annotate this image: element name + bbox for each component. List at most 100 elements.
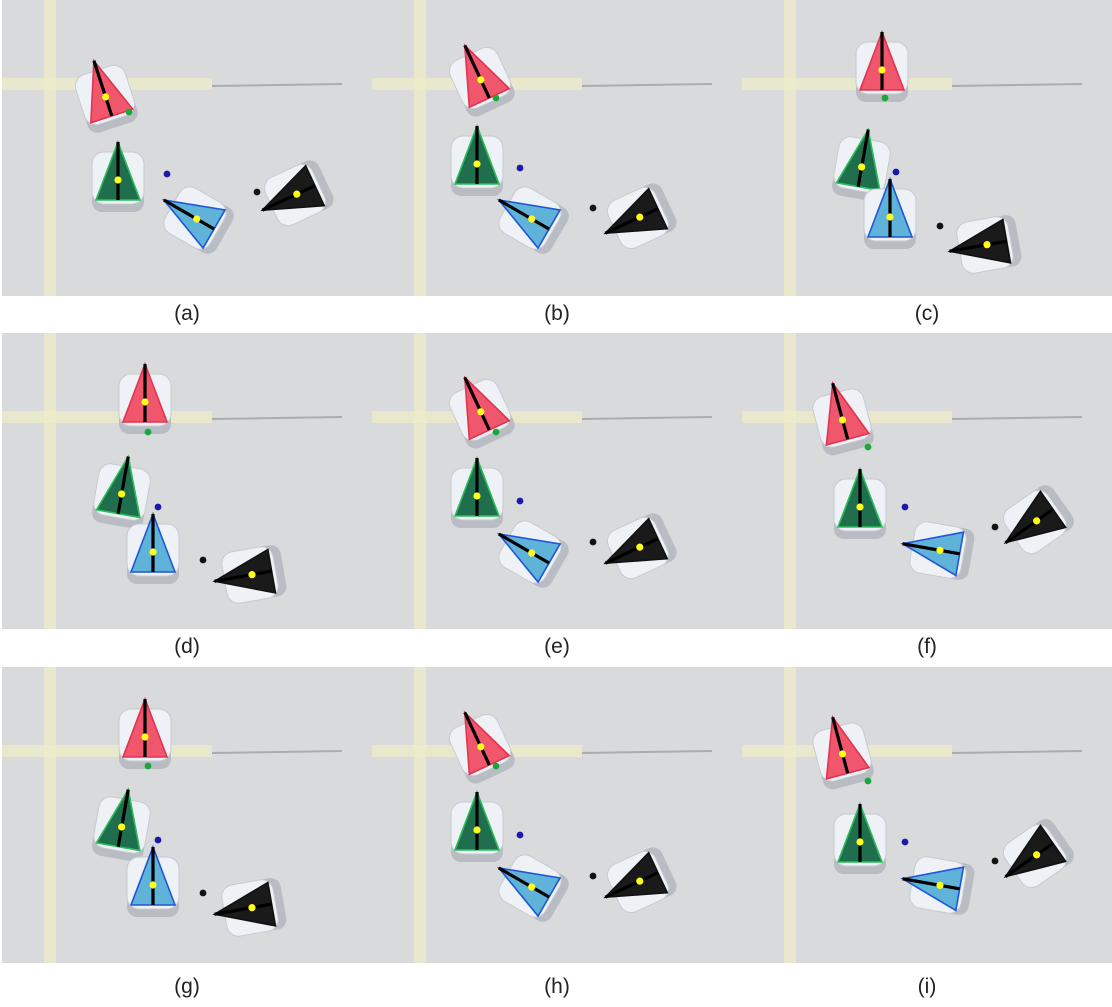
floor: [2, 0, 372, 296]
robot-red: [74, 58, 138, 133]
centroid-dot: [193, 215, 201, 223]
tape-vertical: [414, 333, 426, 629]
target-dot-black: [589, 872, 597, 880]
target-dot-black: [991, 857, 999, 865]
robot-green: [92, 787, 151, 862]
photo-panel: [742, 0, 1112, 296]
triangle-marker: [603, 851, 669, 899]
centroid-dot: [118, 823, 126, 831]
panel-photo: [2, 333, 372, 629]
centroid-dot: [856, 503, 864, 511]
target-dot-green: [492, 94, 500, 102]
floor-seam: [211, 750, 343, 754]
robot-black: [603, 847, 677, 914]
centroid-dot: [1033, 851, 1041, 859]
panel-caption: (b): [544, 302, 570, 325]
target-dot-blue: [154, 503, 162, 511]
centroid-dot: [473, 160, 481, 168]
centroid-dot: [293, 190, 301, 198]
photo-panel: [2, 0, 372, 296]
robot-blue: [900, 856, 975, 915]
heading-line: [92, 60, 114, 117]
centroid-dot: [878, 66, 886, 74]
centroid-dot: [477, 408, 485, 416]
heading-line: [163, 198, 215, 231]
tape-vertical: [44, 333, 56, 629]
heading-line: [604, 207, 659, 235]
target-dot-black: [589, 538, 597, 546]
centroid-dot: [636, 543, 644, 551]
centroid-dot: [838, 750, 847, 758]
robot-black: [1003, 485, 1074, 554]
heading-line: [498, 532, 550, 565]
target-dot-black: [936, 222, 944, 230]
heading-line: [498, 866, 550, 899]
centroid-dot: [102, 93, 110, 101]
floor: [742, 667, 1112, 963]
robot-blue: [496, 186, 569, 254]
target-dot-blue: [154, 836, 162, 844]
triangle-marker: [463, 375, 511, 441]
heading-line: [214, 569, 272, 583]
target-dot-green: [144, 762, 152, 770]
robot-green: [833, 801, 887, 874]
target-dot-black: [199, 556, 207, 564]
floor-seam: [581, 83, 713, 87]
robot-black: [260, 160, 334, 227]
floor-seam: [581, 750, 713, 754]
triangle-marker: [463, 710, 511, 776]
panel-photo: [742, 667, 1112, 963]
floor-seam: [211, 416, 343, 420]
tape-horizontal: [2, 745, 212, 757]
floor-seam: [581, 416, 713, 420]
centroid-dot: [856, 838, 864, 846]
centroid-dot: [477, 743, 485, 751]
floor: [742, 333, 1112, 629]
robot-blue: [900, 521, 975, 580]
panel-photo: [372, 667, 742, 963]
centroid-dot: [528, 883, 536, 891]
centroid-dot: [886, 213, 894, 221]
panel-photo: [2, 0, 372, 296]
target-dot-black: [991, 523, 999, 531]
floor: [372, 333, 742, 629]
robot-black: [212, 545, 287, 604]
centroid-dot: [248, 571, 256, 579]
heading-line: [604, 537, 659, 565]
robot-blue: [496, 520, 569, 588]
target-dot-blue: [516, 497, 524, 505]
robot-blue: [161, 186, 234, 254]
robot-blue: [126, 511, 180, 584]
heading-line: [116, 789, 130, 847]
tape-vertical: [414, 667, 426, 963]
centroid-dot: [248, 904, 256, 912]
robot-green: [833, 466, 887, 539]
centroid-dot: [141, 733, 149, 741]
robot-green: [92, 454, 151, 529]
target-dot-green: [864, 443, 872, 451]
robot-green: [832, 127, 891, 202]
centroid-dot: [636, 213, 644, 221]
centroid-dot: [149, 881, 157, 889]
triangle-marker: [947, 218, 1012, 264]
tape-vertical: [44, 667, 56, 963]
robot-red: [118, 696, 172, 769]
heading-line: [1004, 842, 1054, 878]
robot-black: [603, 183, 677, 250]
robot-black: [212, 878, 287, 937]
photo-panel: [742, 333, 1112, 629]
target-dot-black: [199, 889, 207, 897]
panel-caption: (c): [914, 302, 940, 325]
target-dot-green: [492, 428, 500, 436]
floor-seam: [951, 83, 1083, 87]
target-dot-green: [881, 94, 889, 102]
triangle-marker: [260, 164, 326, 212]
centroid-dot: [118, 490, 126, 498]
robot-green: [91, 139, 145, 212]
centroid-dot: [936, 881, 944, 889]
triangle-marker: [603, 187, 669, 235]
heading-line: [116, 456, 130, 514]
centroid-dot: [1033, 517, 1041, 525]
target-dot-green: [864, 777, 872, 785]
floor: [2, 667, 372, 963]
